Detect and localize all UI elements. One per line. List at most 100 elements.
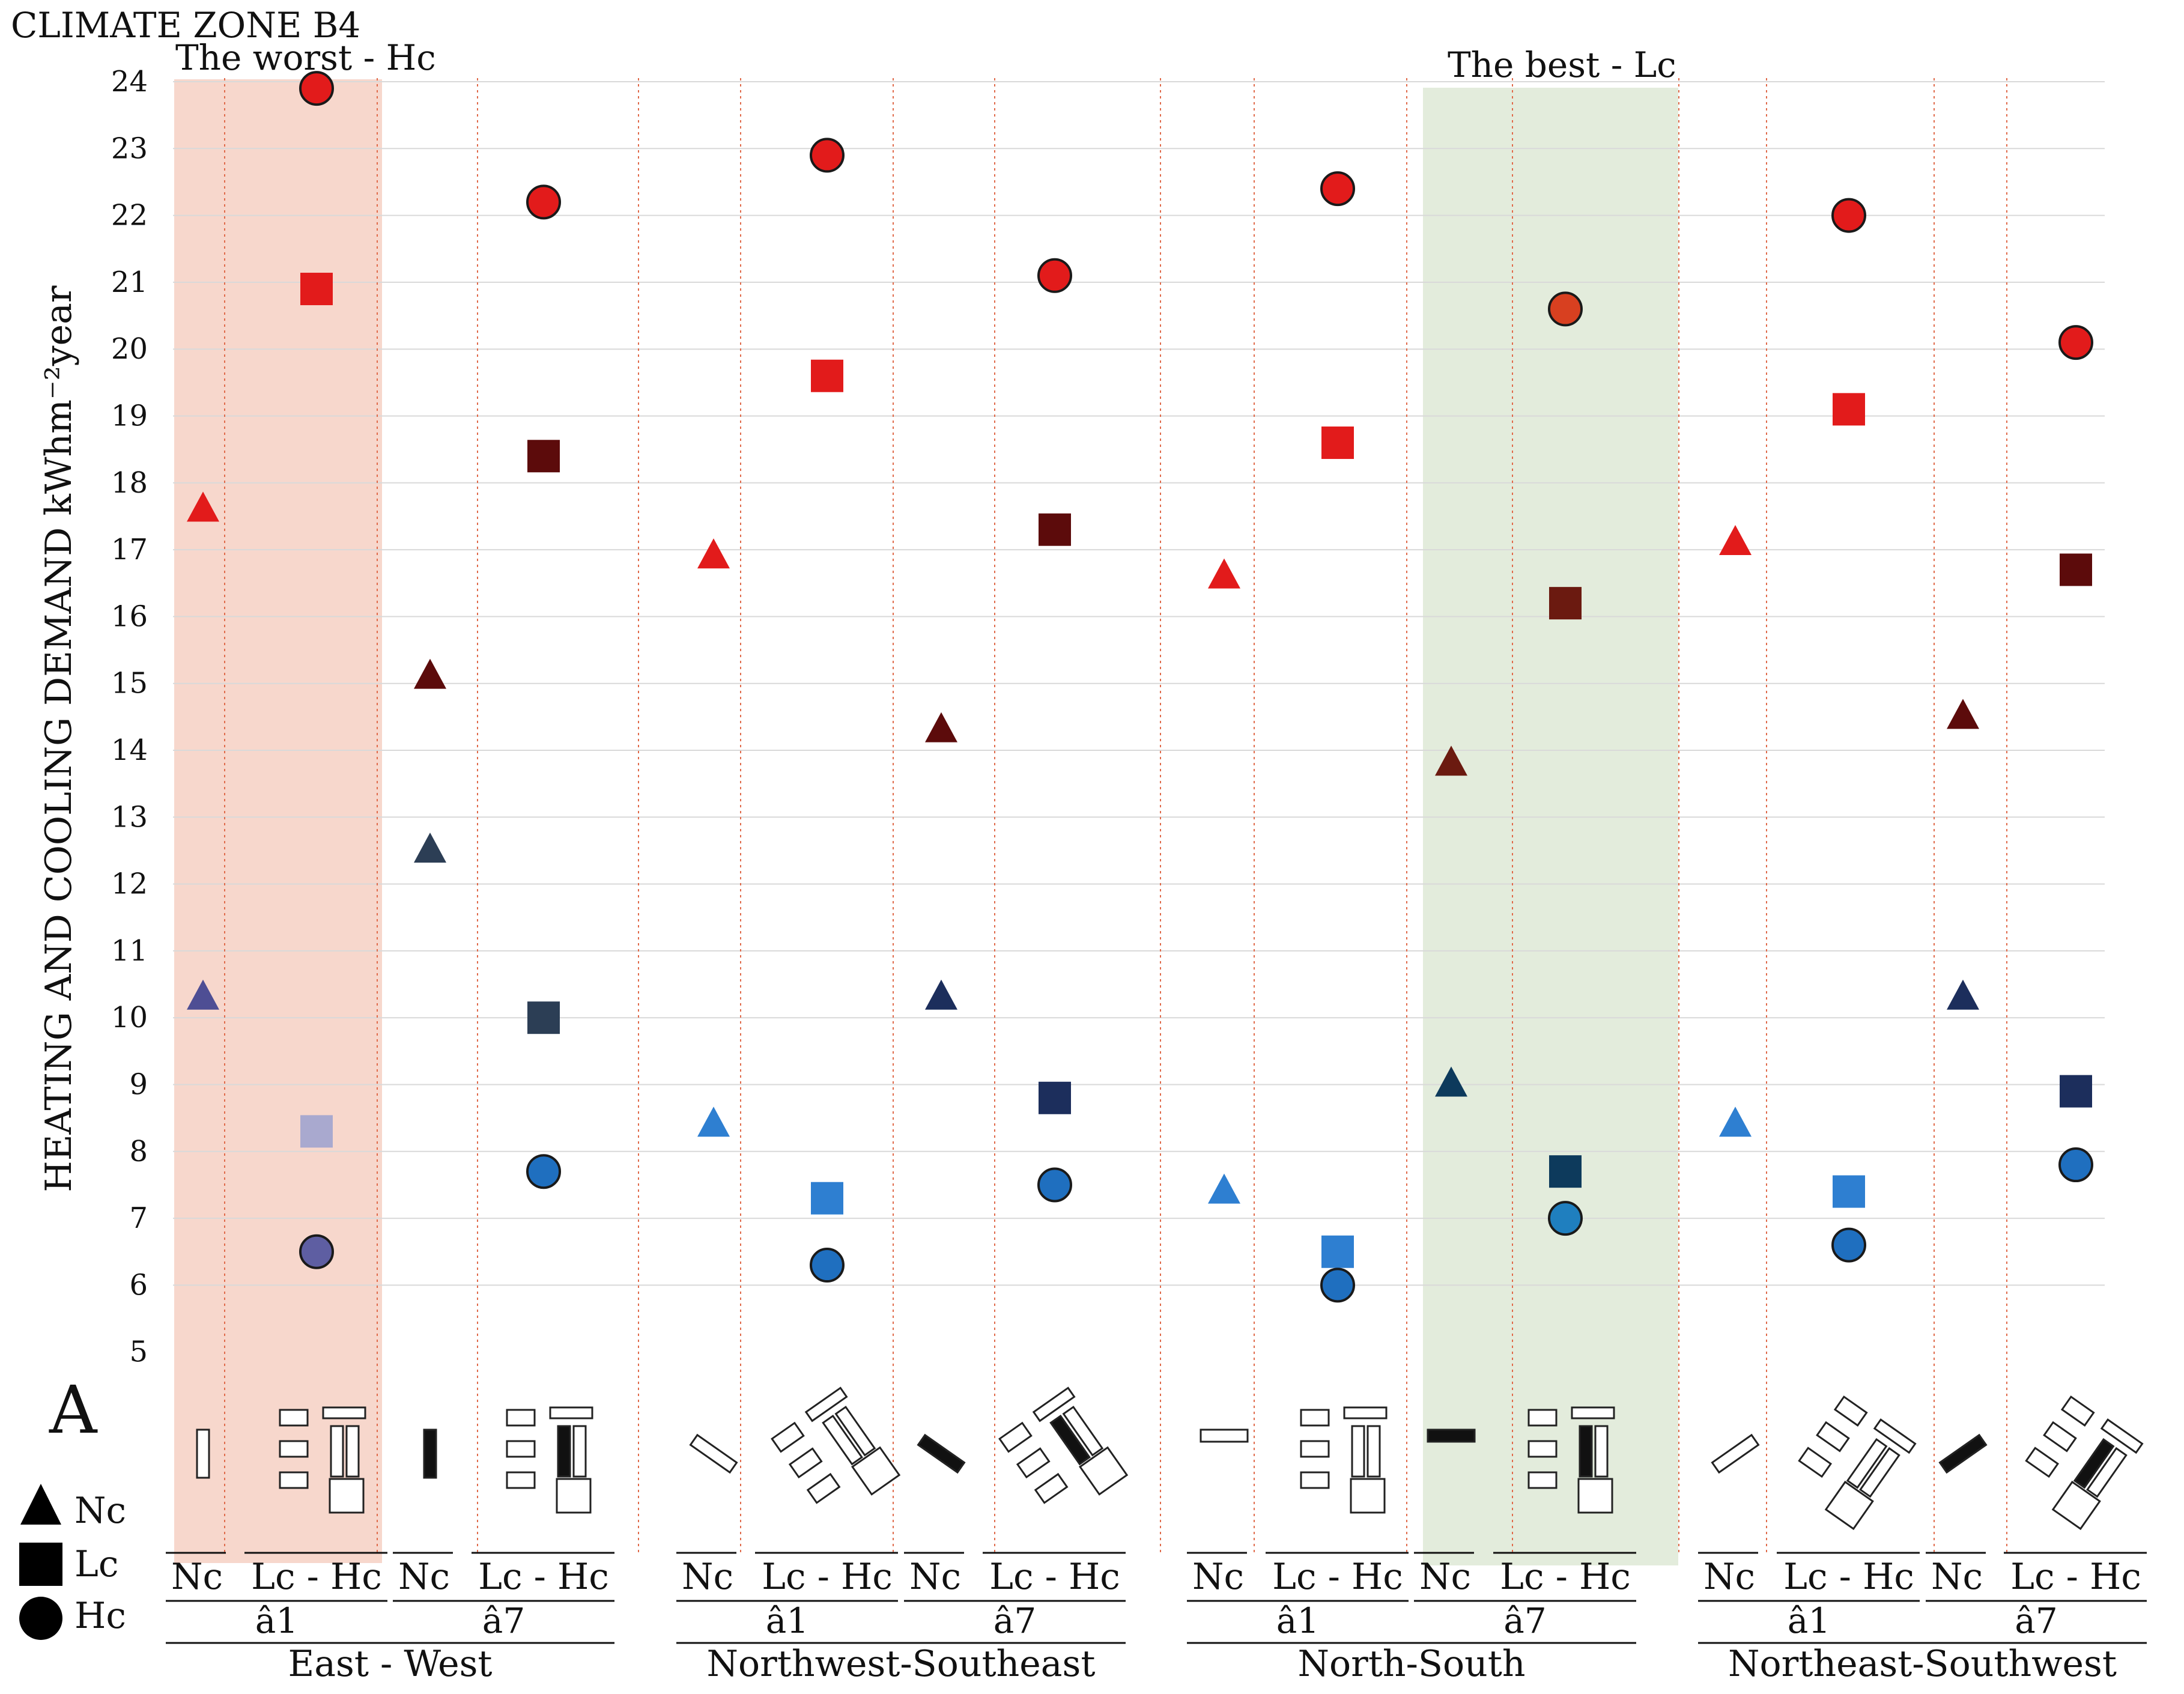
data-point-circle [2058, 325, 2093, 360]
y-tick-label: 15 [111, 667, 148, 700]
y-tick-label: 22 [111, 199, 148, 232]
angle-label: â7 [482, 1600, 525, 1641]
building-block-icon [1062, 1406, 1104, 1457]
data-point-circle [810, 1248, 845, 1283]
building-block-icon [506, 1471, 536, 1489]
building-block-icon [1351, 1425, 1365, 1478]
data-point-square [1321, 1235, 1354, 1268]
building-block-icon [1579, 1425, 1593, 1478]
data-point-triangle [697, 538, 730, 569]
building-block-icon [1571, 1406, 1615, 1419]
data-point-triangle [414, 658, 446, 689]
building-block-icon [1833, 1395, 1868, 1427]
data-point-triangle [1947, 979, 1979, 1010]
building-block-icon [556, 1478, 592, 1514]
building-block-icon [998, 1421, 1033, 1453]
grid-layer [173, 81, 2105, 1286]
data-point-square [1039, 513, 1071, 546]
column-label-lc-hc: Lc - Hc [1783, 1556, 1914, 1598]
data-point-triangle [697, 1107, 730, 1137]
data-point-square [527, 440, 560, 473]
building-block-icon [806, 1472, 841, 1504]
building-block-icon [2100, 1418, 2144, 1454]
data-point-triangle [1435, 745, 1467, 776]
building-block-icon [1367, 1425, 1381, 1478]
y-tick-label: 18 [111, 466, 148, 500]
building-block-icon [1034, 1472, 1069, 1504]
data-point-square [300, 1115, 333, 1148]
building-block-icon [329, 1478, 365, 1514]
building-block-icon [1527, 1440, 1558, 1458]
label-layer: 5 6 7 8 9 10 11 12 13 14 15 16 17 18 19 20 21 22 23 24 Nc Lc … [111, 65, 2147, 1685]
y-tick-label: 12 [111, 867, 148, 901]
column-label-lc-hc: Lc - Hc [989, 1556, 1120, 1598]
worst-callout: The worst - Hc [175, 37, 436, 78]
angle-label: â7 [993, 1600, 1036, 1641]
building-block-icon [506, 1409, 536, 1427]
data-point-square [2060, 553, 2092, 586]
y-tick-label: 9 [129, 1068, 148, 1102]
column-label-nc: Nc [1419, 1556, 1471, 1598]
best-callout: The best - Lc [1448, 44, 1676, 85]
building-block-icon [1938, 1433, 1988, 1474]
data-point-square [1549, 587, 1582, 620]
data-point-triangle [1947, 699, 1979, 729]
data-point-circle [1037, 258, 1072, 293]
y-tick-label: 14 [111, 733, 148, 767]
building-block-icon [1016, 1447, 1051, 1479]
column-label-nc: Nc [1931, 1556, 1983, 1598]
data-point-triangle [1719, 1107, 1752, 1137]
angle-label: â1 [766, 1600, 808, 1641]
column-label-lc-hc: Lc - Hc [1500, 1556, 1631, 1598]
y-tick-label: 10 [111, 1001, 148, 1034]
building-block-icon [771, 1421, 805, 1453]
data-point-square [811, 1182, 843, 1215]
column-label-nc: Nc [682, 1556, 733, 1598]
data-point-square [1833, 1175, 1865, 1208]
data-point-circle [299, 1234, 334, 1269]
angle-label: â7 [2015, 1600, 2057, 1641]
legend-label-hc: Hc [74, 1595, 126, 1637]
data-point-triangle [187, 979, 219, 1010]
data-point-square [1549, 1155, 1582, 1188]
building-block-icon [804, 1386, 848, 1422]
data-point-circle [1037, 1167, 1072, 1203]
y-tick-label: 5 [129, 1335, 148, 1369]
building-block-icon [1049, 1414, 1091, 1466]
building-block-icon [572, 1425, 587, 1478]
y-tick-label: 13 [111, 800, 148, 834]
data-point-circle [299, 71, 334, 106]
data-point-square [1039, 1081, 1071, 1114]
data-point-triangle [414, 832, 446, 863]
y-tick-label: 19 [111, 399, 148, 433]
column-label-lc-hc: Lc - Hc [478, 1556, 609, 1598]
building-block-icon [2073, 1437, 2115, 1489]
building-block-icon [1846, 1437, 1888, 1489]
building-block-icon [1594, 1425, 1609, 1478]
y-tick-label: 16 [111, 600, 148, 633]
building-block-icon [788, 1447, 823, 1479]
building-block-icon [2043, 1421, 2077, 1453]
building-block-icon [549, 1406, 593, 1419]
orientation-label: East - West [288, 1643, 492, 1685]
panel-letter: A [49, 1371, 98, 1448]
highlight-layer [174, 79, 1678, 1565]
column-label-nc: Nc [909, 1556, 961, 1598]
column-label-lc-hc: Lc - Hc [2010, 1556, 2141, 1598]
column-label-nc: Nc [171, 1556, 223, 1598]
y-tick-label: 23 [111, 132, 148, 165]
column-label-nc: Nc [1703, 1556, 1755, 1598]
data-point-circle [810, 138, 845, 173]
building-block-icon [1300, 1409, 1330, 1427]
building-block-icon [423, 1428, 437, 1479]
chart-title: CLIMATE ZONE B4 [11, 5, 360, 46]
worst-highlight-band [174, 79, 382, 1563]
y-tick-label: 24 [111, 65, 148, 99]
building-block-icon [2086, 1447, 2128, 1498]
building-block-icon [1427, 1428, 1476, 1443]
orientation-label: Northwest-Southeast [707, 1643, 1096, 1685]
data-point-circle [526, 1154, 561, 1189]
building-block-icon [345, 1425, 360, 1478]
building-block-icon [1527, 1471, 1558, 1489]
